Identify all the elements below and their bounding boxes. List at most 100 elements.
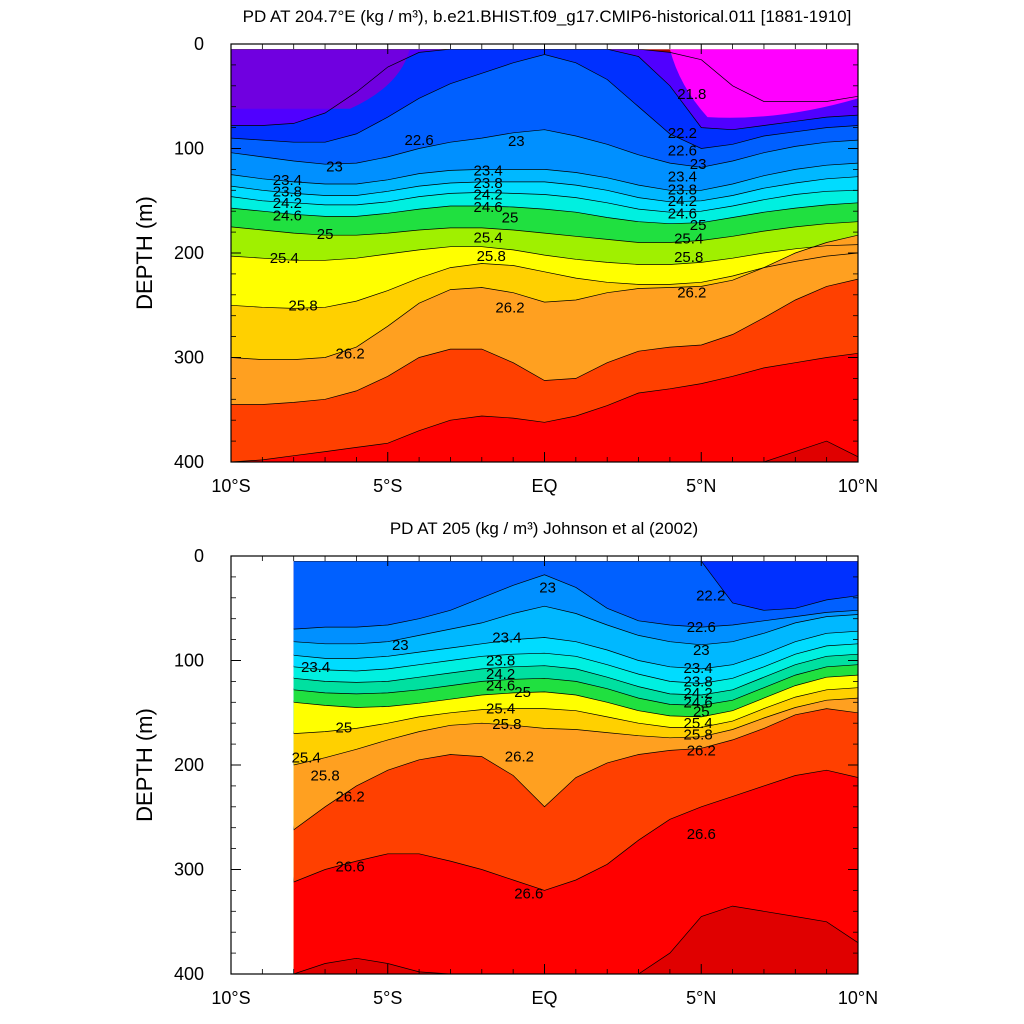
contour-label: 25.8 — [288, 297, 317, 314]
isopycnal-line — [231, 352, 858, 462]
panel-observations: PD AT 205 (kg / m³) Johnson et al (2002)… — [132, 519, 878, 1008]
contour-label: 24.2 — [486, 666, 515, 683]
x-tick-label: EQ — [531, 988, 557, 1008]
contour-label: 23.8 — [668, 181, 697, 198]
isopycnal-line — [231, 202, 858, 225]
isopycnal-line — [293, 574, 858, 630]
y-axis-label-model: DEPTH (m) — [132, 196, 157, 310]
contour-label: 22.2 — [696, 588, 725, 605]
contour-label: 23.4 — [301, 659, 330, 676]
contour-label: 26.6 — [514, 886, 543, 903]
isopycnal-line — [231, 189, 858, 213]
contour-label: 23.4 — [668, 169, 697, 186]
contour-label: 25.4 — [683, 715, 712, 732]
contour-label: 22.6 — [687, 619, 716, 636]
isopycnal-line — [231, 278, 858, 405]
contour-band — [669, 49, 858, 118]
contour-label: 22.6 — [668, 143, 697, 160]
contour-lines-model — [231, 49, 858, 462]
contour-label: 23 — [392, 637, 409, 654]
contour-label: 25 — [514, 684, 531, 701]
contour-label: 24.6 — [668, 205, 697, 222]
axis-ticks-observations: 10°S 5°S EQ 5°N 10°N 0 100 200 300 400 — [174, 546, 878, 1008]
contour-labels-model: 22.6232323.423.824.224.62525.425.826.223… — [270, 86, 707, 362]
y-tick-label: 300 — [174, 348, 204, 368]
contour-label: 21.8 — [677, 86, 706, 103]
isopycnal-line — [231, 176, 858, 203]
isopycnal-line — [293, 653, 858, 696]
contour-label: 26.2 — [495, 299, 524, 316]
isopycnal-line — [293, 769, 858, 891]
isopycnal-line — [231, 49, 858, 102]
contour-label: 23.8 — [683, 673, 712, 690]
isopycnal-line — [293, 630, 858, 670]
isopycnal-line — [293, 674, 858, 718]
isopycnal-line — [293, 697, 858, 766]
contour-label: 25 — [690, 217, 707, 234]
contour-label: 26.2 — [687, 742, 716, 759]
y-tick-label: 400 — [174, 964, 204, 984]
contour-label: 25 — [693, 704, 710, 721]
y-tick-label: 0 — [194, 34, 204, 54]
contour-label: 23 — [326, 158, 343, 175]
contour-label: 25.8 — [492, 716, 521, 733]
contour-label: 26.6 — [687, 826, 716, 843]
contour-label: 23.8 — [486, 653, 515, 670]
contour-label: 24.2 — [683, 685, 712, 702]
contour-band — [231, 353, 858, 462]
contour-label: 25 — [502, 210, 519, 227]
isopycnal-line — [293, 708, 858, 831]
isopycnal-line — [231, 244, 858, 265]
y-tick-label: 100 — [174, 651, 204, 671]
isopycnal-line — [293, 605, 858, 646]
x-tick-label: 10°S — [211, 476, 250, 496]
contour-label: 25 — [317, 226, 334, 243]
contour-label: 25.4 — [674, 230, 703, 247]
x-tick-label: 5°S — [373, 988, 402, 1008]
isopycnal-line — [231, 252, 858, 309]
isopycnal-line — [293, 905, 858, 974]
contour-label: 23.4 — [273, 172, 302, 189]
contour-label: 23 — [693, 642, 710, 659]
contour-label: 26.2 — [677, 285, 706, 302]
contour-label: 25.8 — [683, 727, 712, 744]
isopycnal-line — [231, 162, 858, 191]
contour-labels-observations: 2323.42525.425.826.226.62323.423.824.224… — [292, 579, 726, 902]
contour-label: 26.2 — [335, 788, 364, 805]
contour-label: 25.8 — [674, 249, 703, 266]
contour-label: 24.6 — [273, 207, 302, 224]
contour-lines-observations — [293, 561, 858, 974]
contour-label: 25.4 — [486, 701, 515, 718]
contour-label: 25 — [336, 719, 353, 736]
contour-band — [293, 906, 858, 974]
contour-label: 26.2 — [505, 749, 534, 766]
x-tick-label: EQ — [531, 476, 557, 496]
contour-label: 22.6 — [404, 132, 433, 149]
x-tick-label: 10°N — [838, 476, 878, 496]
isopycnal-line — [231, 54, 858, 149]
contour-band — [231, 49, 410, 109]
panel-title-model: PD AT 204.7°E (kg / m³), b.e21.BHIST.f09… — [243, 7, 852, 26]
contour-label: 24.6 — [473, 199, 502, 216]
contour-label: 23.4 — [492, 630, 521, 647]
contour-band — [763, 441, 858, 462]
contour-label: 25.4 — [473, 229, 502, 246]
contour-label: 26.6 — [335, 858, 364, 875]
x-tick-label: 5°N — [686, 476, 716, 496]
y-tick-label: 200 — [174, 755, 204, 775]
contour-label: 23.8 — [273, 183, 302, 200]
x-tick-label: 5°S — [373, 476, 402, 496]
y-tick-label: 0 — [194, 546, 204, 566]
contour-label: 25.8 — [477, 248, 506, 265]
contour-label: 22.2 — [668, 125, 697, 142]
contour-label: 25.8 — [310, 768, 339, 785]
x-tick-label: 5°N — [686, 988, 716, 1008]
contour-label: 24.6 — [683, 694, 712, 711]
isopycnal-line — [293, 664, 858, 706]
y-tick-label: 400 — [174, 452, 204, 472]
contour-label: 24.2 — [668, 193, 697, 210]
isopycnal-line — [231, 221, 858, 243]
contour-label: 25.4 — [292, 750, 321, 767]
panel-title-observations: PD AT 205 (kg / m³) Johnson et al (2002) — [390, 519, 698, 538]
